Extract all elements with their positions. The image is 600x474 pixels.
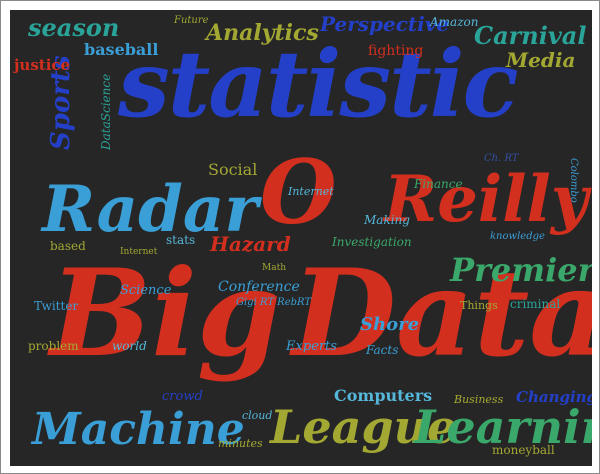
word-hazard: Hazard [210,232,291,256]
word-chapter: Ch. RT [484,153,519,164]
word-cloud-canvas: statistic Big Data Radar O Reilly Machin… [10,10,592,466]
word-minutes: minutes [218,437,263,450]
word-making: Making [364,213,410,227]
word-based: based [50,239,86,253]
word-problem: problem [28,339,79,353]
word-things: Things [460,299,498,312]
word-radar: Radar [42,172,259,247]
word-justice: justice [14,56,71,74]
word-retweet: Gigi RT RebRT [236,297,312,308]
word-big: Big [50,243,281,384]
word-internet: Internet [288,185,334,198]
word-amazon: Amazon [430,15,479,29]
word-stats: stats [166,233,196,247]
word-data: Data [292,243,592,384]
word-computers: Computers [334,386,433,405]
word-experts: Experts [286,339,337,354]
word-moneyball: moneyball [492,443,555,457]
word-math: Math [262,263,286,273]
word-perspective: Perspective [320,12,450,36]
word-science: Science [120,283,172,298]
word-investigation: Investigation [332,235,412,249]
word-future: Future [174,15,209,26]
word-machine: Machine [32,404,245,455]
word-knowledge: knowledge [490,231,545,242]
word-social: Social [208,160,258,179]
word-shore: Shore [360,314,420,335]
word-fighting: fighting [368,43,424,59]
word-analytics: Analytics [206,20,319,46]
word-finance: Finance [414,177,463,191]
word-datascience: DataScience [99,73,113,150]
word-crowd: crowd [162,389,203,404]
word-baseball: baseball [84,40,159,59]
word-twitter: Twitter [34,299,79,313]
word-changing: Changing [516,388,592,406]
word-premier: Premier [450,251,592,289]
word-colombo: Colombo [568,158,579,203]
word-reilly: Reilly [384,162,589,237]
word-world: world [112,339,147,353]
word-statistic: statistic [118,30,519,138]
word-media: Media [506,48,576,72]
word-business: Business [454,393,504,406]
word-internet-2: Internet [120,247,158,257]
word-learning: Learning [414,400,592,454]
word-season: season [28,13,120,42]
word-cloud: cloud [242,409,273,422]
word-criminal: criminal [510,297,561,311]
word-o: O [260,140,337,244]
word-conference: Conference [218,279,300,295]
word-carnival: Carnival [474,21,587,50]
word-league: League [270,400,457,454]
word-facts: Facts [366,343,399,357]
